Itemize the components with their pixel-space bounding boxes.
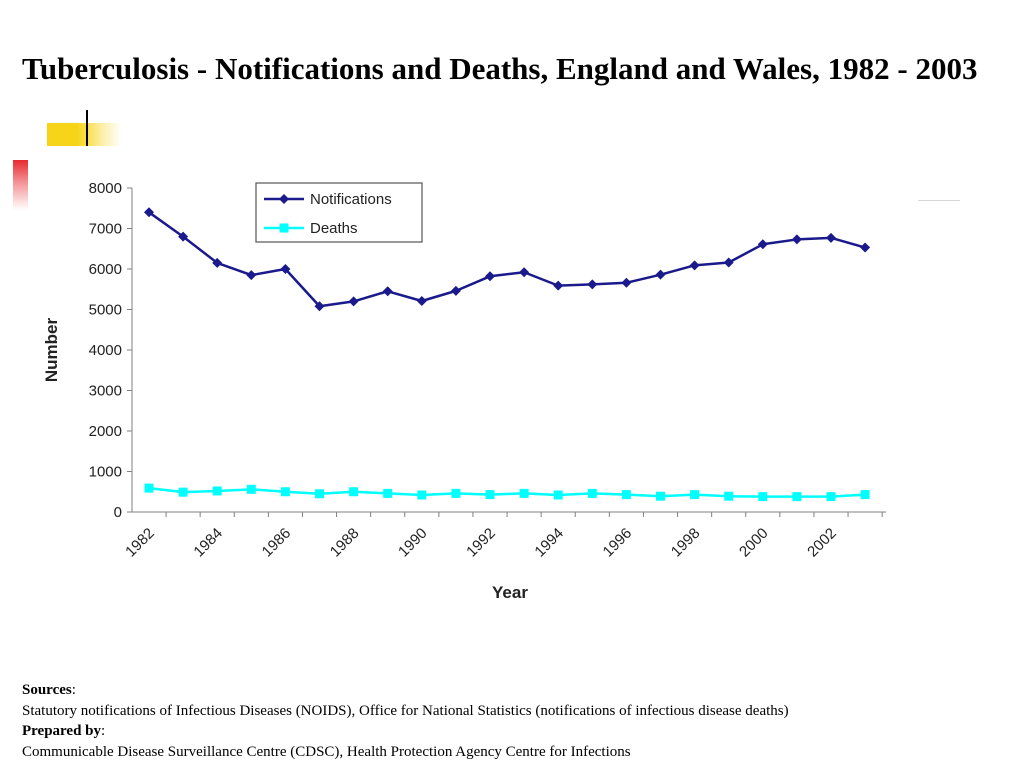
notifications-point — [826, 232, 836, 243]
y-axis-ticks: 0 1000 2000 3000 4000 5000 6000 7000 8000 — [89, 180, 132, 521]
prepared-line: Prepared by: — [22, 723, 106, 739]
series-lines — [148, 211, 866, 498]
deaths-point — [178, 487, 188, 497]
legend-notifications-label: Notifications — [310, 191, 392, 208]
deaths-point — [212, 486, 222, 496]
x-axis-ticks: 1982 1984 1986 1988 1990 1992 1994 1996 1998 2000… — [122, 512, 883, 561]
decorative-yellow-bar — [47, 123, 122, 146]
x-tick-label: 1992 — [463, 525, 499, 561]
y-tick-label: 5000 — [89, 302, 122, 319]
notifications-point — [178, 231, 189, 242]
y-tick-label: 6000 — [89, 261, 122, 278]
y-tick-label: 4000 — [89, 342, 122, 359]
notifications-point — [689, 260, 700, 271]
x-tick-label: 1998 — [668, 525, 704, 561]
deaths-point — [417, 490, 427, 500]
deaths-line — [148, 486, 866, 498]
notifications-line — [148, 211, 866, 308]
notifications-point — [485, 271, 495, 282]
x-tick-label: 2000 — [736, 525, 772, 561]
deaths-point — [553, 490, 563, 500]
notifications-point — [621, 277, 632, 288]
x-tick-label: 2002 — [804, 525, 840, 561]
deaths-point — [690, 490, 700, 500]
x-tick-label: 1994 — [531, 525, 567, 561]
x-tick-label: 1988 — [327, 525, 363, 561]
notifications-point — [246, 270, 257, 281]
x-tick-label: 1990 — [395, 525, 431, 561]
notifications-point — [757, 239, 768, 250]
notifications-point — [791, 234, 802, 245]
y-tick-label: 0 — [114, 504, 122, 521]
deaths-point — [485, 490, 495, 500]
deaths-point — [656, 491, 665, 501]
y-tick-label: 3000 — [89, 383, 122, 400]
deaths-point — [280, 487, 290, 497]
sources-line: Sources: — [22, 682, 76, 698]
decorative-vertical-line — [86, 110, 88, 146]
notifications-point — [144, 207, 154, 218]
deaths-point — [724, 491, 734, 501]
deaths-point — [315, 489, 324, 499]
notifications-point — [416, 295, 427, 306]
deaths-point — [519, 488, 529, 498]
x-tick-label: 1996 — [600, 525, 636, 561]
x-axis-label: Year — [492, 583, 528, 602]
chart-axes — [131, 188, 886, 513]
notifications-point — [587, 279, 598, 290]
decorative-divider — [918, 200, 960, 201]
deaths-point — [826, 492, 836, 502]
deaths-point — [383, 488, 393, 498]
deaths-point — [144, 483, 154, 493]
notifications-point — [553, 280, 564, 291]
notifications-point — [860, 242, 871, 253]
deaths-point — [758, 492, 768, 502]
deaths-point — [349, 487, 359, 497]
legend-notifications-marker — [279, 194, 289, 204]
deaths-point — [860, 490, 870, 500]
deaths-point — [246, 484, 256, 494]
x-tick-label: 1982 — [122, 525, 158, 561]
deaths-point — [451, 488, 461, 498]
notifications-point — [280, 264, 291, 274]
x-tick-label: 1984 — [190, 525, 226, 561]
chart-legend: Notifications Deaths — [255, 182, 423, 243]
sources-label: Sources — [22, 682, 72, 698]
legend-deaths-label: Deaths — [310, 220, 358, 237]
deaths-point — [792, 492, 802, 502]
notifications-point — [212, 257, 223, 268]
prepared-label: Prepared by — [22, 723, 102, 739]
notifications-point — [723, 257, 734, 268]
x-tick-label: 1986 — [259, 525, 295, 561]
y-tick-label: 2000 — [89, 423, 122, 440]
legend-deaths-marker — [279, 223, 289, 233]
y-axis-label: Number — [42, 318, 61, 383]
notifications-point — [314, 301, 325, 312]
y-tick-label: 1000 — [89, 464, 122, 481]
decorative-red-bar — [13, 160, 28, 210]
y-tick-label: 8000 — [89, 180, 122, 197]
notifications-point — [655, 269, 666, 280]
notifications-point — [450, 285, 461, 296]
notifications-point — [348, 296, 359, 307]
notifications-point — [519, 267, 530, 278]
sources-text: Statutory notifications of Infectious Di… — [22, 702, 789, 719]
slide-footer: Sources: Statutory notifications of Infe… — [22, 680, 1012, 762]
deaths-point — [621, 490, 631, 500]
series-markers — [144, 207, 871, 502]
slide-title: Tuberculosis - Notifications and Deaths,… — [22, 51, 978, 86]
y-tick-label: 7000 — [89, 221, 122, 238]
notifications-point — [382, 286, 393, 297]
deaths-point — [587, 488, 597, 498]
prepared-text: Communicable Disease Surveillance Centre… — [22, 743, 631, 760]
